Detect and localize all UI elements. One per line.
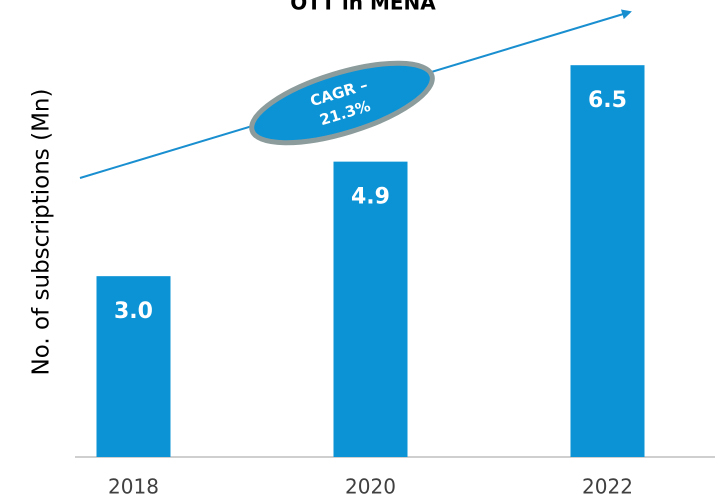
bar: [96, 276, 171, 457]
y-axis-label: No. of subscriptions (Mn): [29, 89, 55, 376]
bar: [570, 65, 645, 457]
x-tick-label: 2018: [108, 475, 159, 498]
x-tick-label: 2020: [345, 475, 396, 498]
cagr-ellipse: [249, 60, 435, 146]
data-label: 6.5: [588, 88, 627, 113]
data-label: 3.0: [114, 299, 153, 324]
bar: [333, 161, 408, 457]
chart-title: OTT in MENA: [290, 0, 436, 15]
cagr-badge: CAGR – 21.3%: [249, 60, 435, 146]
data-label: 4.9: [351, 185, 390, 210]
x-tick-label: 2022: [582, 475, 633, 498]
